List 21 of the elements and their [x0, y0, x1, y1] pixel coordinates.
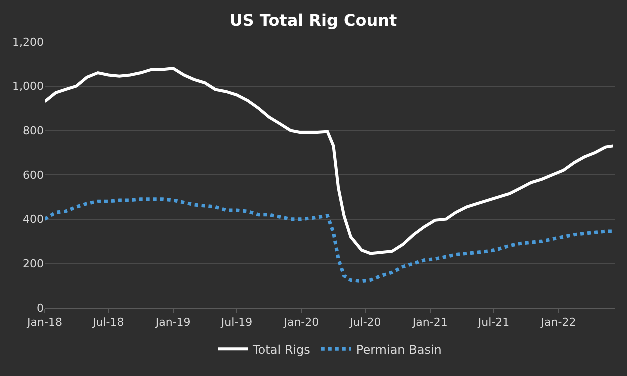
y-tick-label: 400	[23, 213, 44, 226]
legend-label: Permian Basin	[356, 342, 442, 357]
x-tick-label: Jan-21	[412, 316, 448, 330]
x-tick-label: Jan-22	[540, 316, 576, 330]
x-tick-label: Jan-19	[154, 316, 191, 330]
x-tick-label: Jul-18	[92, 316, 124, 330]
line-series	[45, 67, 615, 256]
x-tick-label: Jul-21	[477, 316, 510, 330]
y-tick-label: 800	[23, 124, 44, 138]
chart-title: US Total Rig Count	[230, 11, 398, 30]
x-tick-label: Jul-19	[220, 316, 253, 330]
x-tick-label: Jan-18	[26, 316, 62, 330]
line-series	[45, 198, 615, 284]
legend-label: Total Rigs	[252, 342, 310, 357]
y-tick-label: 1,200	[12, 36, 44, 49]
y-tick-label: 0	[37, 302, 44, 315]
x-tick-label: Jan-20	[283, 316, 320, 330]
y-tick-label: 200	[23, 258, 44, 271]
y-tick-label: 600	[23, 168, 44, 182]
y-tick-label: 1,000	[12, 80, 44, 94]
x-tick-label: Jul-20	[349, 316, 382, 330]
